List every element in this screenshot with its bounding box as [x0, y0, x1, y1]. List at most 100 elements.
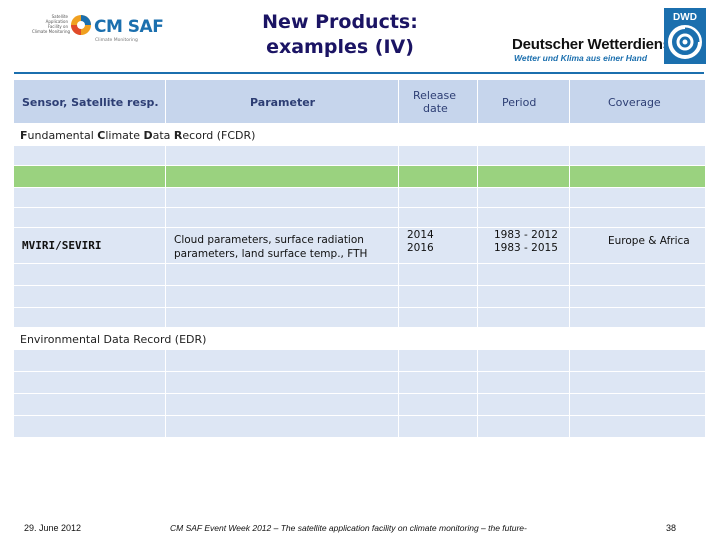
table-cell [399, 394, 478, 416]
header-period: Period [502, 96, 537, 109]
table-cell [570, 208, 706, 228]
header-cell-sensor: Sensor, Satellite resp. [14, 80, 166, 124]
fcdr-letter-d: D [143, 129, 153, 142]
header-sensor: Sensor, Satellite resp. [22, 96, 159, 109]
table-cell [399, 166, 478, 188]
table-row [14, 416, 706, 438]
header-cell-period: Period [478, 80, 570, 124]
table-cell [14, 372, 166, 394]
section-edr-label: Environmental Data Record (EDR) [20, 333, 207, 346]
table-cell [166, 264, 399, 286]
table-cell [14, 166, 166, 188]
table-cell [399, 372, 478, 394]
table-row [14, 264, 706, 286]
table-cell [399, 188, 478, 208]
header-rule [14, 72, 704, 74]
table-cell [166, 146, 399, 166]
row-coverage: Europe & Africa [608, 235, 690, 247]
table-row [14, 286, 706, 308]
table-cell [166, 416, 399, 438]
fcdr-word-3: ata [152, 129, 174, 142]
table-cell [14, 264, 166, 286]
table-cell [478, 308, 570, 328]
fcdr-letter-r: R [173, 129, 183, 142]
fcdr-letter-c: C [97, 129, 106, 142]
footer-page-number: 38 [666, 523, 677, 533]
table-cell [14, 308, 166, 328]
table-cell [14, 394, 166, 416]
header-release-1: Release [413, 89, 456, 102]
table-cell [14, 188, 166, 208]
table-cell [399, 264, 478, 286]
table-cell [166, 350, 399, 372]
cmsaf-small-line: Application [45, 19, 68, 24]
table-cell [478, 372, 570, 394]
cmsaf-swirl-icon [71, 15, 91, 35]
table-cell [478, 264, 570, 286]
fcdr-word-4: ecord (FCDR) [182, 129, 256, 142]
table-row [14, 208, 706, 228]
cmsaf-small-line: Climate Monitoring [32, 29, 71, 34]
table-cell [570, 394, 706, 416]
table-cell [478, 146, 570, 166]
table-row-mviri-seviri: MVIRI/SEVIRI Cloud parameters, surface r… [14, 228, 706, 264]
table-cell [14, 208, 166, 228]
table-cell [570, 350, 706, 372]
table-cell [166, 166, 399, 188]
table-cell [478, 166, 570, 188]
table-row [14, 372, 706, 394]
cmsaf-name: CM SAF [94, 17, 164, 37]
row-period-2: 1983 - 2015 [494, 242, 558, 254]
header-cell-release: Release date [399, 80, 478, 124]
table-cell [399, 416, 478, 438]
cmsaf-subtitle: Climate Monitoring [95, 38, 138, 43]
row-period-1: 1983 - 2012 [494, 229, 558, 241]
section-row-edr: Environmental Data Record (EDR) [14, 328, 706, 350]
header-cell-parameter: Parameter [166, 80, 399, 124]
cell-release: 2014 2016 [399, 228, 478, 264]
cell-sensor: MVIRI/SEVIRI [14, 228, 166, 264]
table-cell [478, 286, 570, 308]
section-row-fcdr: Fundamental Climate Data Record (FCDR) [14, 124, 706, 146]
dwd-slogan: Wetter und Klima aus einer Hand [514, 53, 648, 63]
dwd-logo: DWD [664, 8, 706, 64]
page-title: New Products: examples (IV) [240, 10, 440, 60]
section-fcdr: Fundamental Climate Data Record (FCDR) [14, 124, 706, 146]
table-cell [478, 394, 570, 416]
header-parameter: Parameter [250, 96, 316, 109]
table-cell [399, 308, 478, 328]
cell-coverage: Europe & Africa [570, 228, 706, 264]
table-cell [14, 416, 166, 438]
header-cell-coverage: Coverage [570, 80, 706, 124]
fcdr-word-2: limate [105, 129, 144, 142]
table-cell [166, 188, 399, 208]
table-cell [478, 416, 570, 438]
table-row [14, 188, 706, 208]
table-cell [166, 308, 399, 328]
cell-period: 1983 - 2012 1983 - 2015 [478, 228, 570, 264]
table-cell [399, 146, 478, 166]
table-cell [399, 208, 478, 228]
row-sensor: MVIRI/SEVIRI [22, 239, 102, 252]
table-cell [570, 372, 706, 394]
title-line-2: examples (IV) [266, 36, 414, 58]
table-cell [478, 208, 570, 228]
table-row [14, 350, 706, 372]
table-cell [166, 208, 399, 228]
cmsaf-logo: CM SAF Climate Monitoring [70, 14, 164, 46]
cmsaf-small-line: Facility on [47, 24, 68, 29]
table-cell [478, 188, 570, 208]
table-cell [478, 350, 570, 372]
fcdr-word-1: undamental [27, 129, 98, 142]
fcdr-letter-f: F [20, 129, 28, 142]
table-cell [570, 286, 706, 308]
footer-date: 29. June 2012 [24, 523, 82, 533]
slide-header: Satellite Application Facility on Climat… [0, 0, 720, 72]
dwd-name: Deutscher Wetterdienst [512, 36, 676, 53]
table-cell [399, 350, 478, 372]
table-header-row: Sensor, Satellite resp. Parameter Releas… [14, 80, 706, 124]
table-cell [166, 372, 399, 394]
table-cell [14, 146, 166, 166]
cmsaf-small-text: Satellite Application Facility on Climat… [32, 14, 71, 34]
table-row-highlight [14, 166, 706, 188]
